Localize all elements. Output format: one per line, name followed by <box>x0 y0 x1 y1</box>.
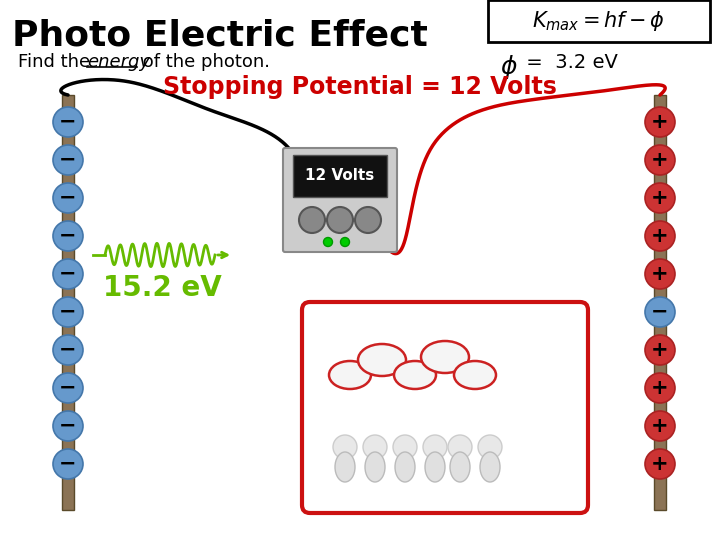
Ellipse shape <box>454 361 496 389</box>
Text: 15.2 eV: 15.2 eV <box>103 274 222 302</box>
Text: +: + <box>651 340 669 360</box>
Circle shape <box>341 238 349 246</box>
Circle shape <box>53 297 83 327</box>
Circle shape <box>53 221 83 251</box>
Circle shape <box>53 411 83 441</box>
Circle shape <box>323 238 333 246</box>
Circle shape <box>53 373 83 403</box>
Text: Find the: Find the <box>18 53 96 71</box>
FancyBboxPatch shape <box>302 302 588 513</box>
Text: 12 Volts: 12 Volts <box>305 168 374 184</box>
Circle shape <box>423 435 447 459</box>
Ellipse shape <box>358 344 406 376</box>
Ellipse shape <box>425 452 445 482</box>
Text: −: − <box>59 416 77 436</box>
Text: +: + <box>651 264 669 284</box>
Circle shape <box>645 183 675 213</box>
Circle shape <box>327 207 353 233</box>
Circle shape <box>355 207 381 233</box>
Text: −: − <box>59 226 77 246</box>
Text: −: − <box>59 454 77 474</box>
Circle shape <box>299 207 325 233</box>
Text: −: − <box>59 378 77 398</box>
Circle shape <box>645 335 675 365</box>
Text: +: + <box>651 416 669 436</box>
Circle shape <box>478 435 502 459</box>
Text: of the photon.: of the photon. <box>137 53 270 71</box>
Text: Stopping Potential = 12 Volts: Stopping Potential = 12 Volts <box>163 75 557 99</box>
Bar <box>488 0 710 42</box>
Circle shape <box>333 435 357 459</box>
Ellipse shape <box>450 452 470 482</box>
Text: $K_{max} = hf - \phi$: $K_{max} = hf - \phi$ <box>533 9 665 33</box>
Text: +: + <box>651 226 669 246</box>
Text: Photo Electric Effect: Photo Electric Effect <box>12 18 428 52</box>
Bar <box>62 95 74 510</box>
Circle shape <box>393 435 417 459</box>
Ellipse shape <box>329 361 371 389</box>
Circle shape <box>53 449 83 479</box>
Bar <box>654 95 666 510</box>
Ellipse shape <box>335 452 355 482</box>
Bar <box>293 155 387 197</box>
Circle shape <box>53 335 83 365</box>
Text: +: + <box>651 378 669 398</box>
Ellipse shape <box>421 341 469 373</box>
Text: −: − <box>59 188 77 208</box>
Circle shape <box>645 449 675 479</box>
Text: −: − <box>59 150 77 170</box>
Circle shape <box>645 259 675 289</box>
Circle shape <box>645 411 675 441</box>
Text: −: − <box>59 264 77 284</box>
Text: −: − <box>652 302 669 322</box>
Text: energy: energy <box>87 53 150 71</box>
Text: $\phi$: $\phi$ <box>500 53 518 81</box>
Circle shape <box>645 373 675 403</box>
Text: −: − <box>59 112 77 132</box>
Ellipse shape <box>394 361 436 389</box>
Circle shape <box>363 435 387 459</box>
Circle shape <box>645 297 675 327</box>
Circle shape <box>53 259 83 289</box>
Circle shape <box>53 183 83 213</box>
Ellipse shape <box>395 452 415 482</box>
Circle shape <box>645 221 675 251</box>
Circle shape <box>53 107 83 137</box>
Ellipse shape <box>365 452 385 482</box>
Text: +: + <box>651 188 669 208</box>
Circle shape <box>645 145 675 175</box>
Text: =  3.2 eV: = 3.2 eV <box>520 53 618 72</box>
Circle shape <box>448 435 472 459</box>
Text: −: − <box>59 302 77 322</box>
Text: −: − <box>59 340 77 360</box>
Text: +: + <box>651 454 669 474</box>
FancyBboxPatch shape <box>283 148 397 252</box>
Circle shape <box>53 145 83 175</box>
Circle shape <box>645 107 675 137</box>
Text: +: + <box>651 112 669 132</box>
Ellipse shape <box>480 452 500 482</box>
Text: +: + <box>651 150 669 170</box>
